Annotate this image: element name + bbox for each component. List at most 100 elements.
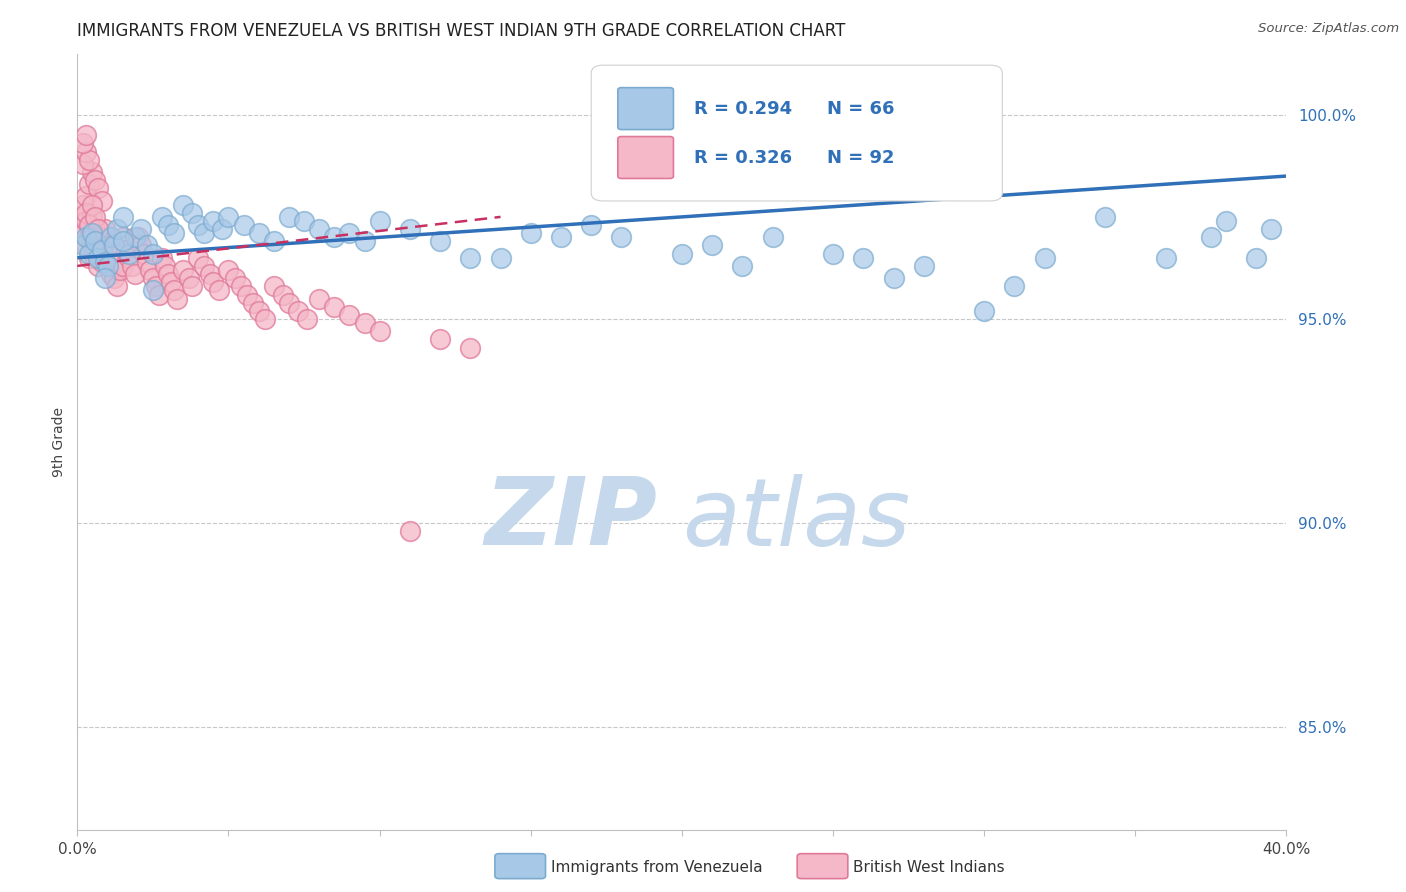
Point: [87, 235, 110, 249]
Point: [353, 316, 375, 330]
Point: [308, 222, 330, 236]
Point: [193, 226, 215, 240]
Point: [581, 218, 603, 232]
Point: [852, 251, 875, 265]
Point: [702, 238, 724, 252]
Point: [429, 235, 451, 249]
Point: [247, 226, 270, 240]
Point: [118, 251, 141, 265]
Point: [105, 279, 128, 293]
Point: [103, 246, 125, 260]
Point: [72, 238, 94, 252]
Text: R = 0.326: R = 0.326: [695, 148, 792, 167]
Point: [610, 230, 633, 244]
Point: [145, 279, 167, 293]
Point: [550, 230, 572, 244]
Text: R = 0.294: R = 0.294: [695, 100, 792, 118]
Point: [111, 210, 134, 224]
Point: [142, 284, 165, 298]
Point: [93, 255, 115, 269]
Point: [295, 312, 318, 326]
Point: [762, 230, 785, 244]
Point: [82, 238, 104, 252]
Point: [96, 230, 118, 244]
Point: [87, 251, 110, 265]
Text: atlas: atlas: [682, 474, 910, 565]
Point: [79, 153, 101, 167]
Point: [1004, 279, 1026, 293]
Point: [72, 157, 94, 171]
Point: [100, 238, 122, 252]
Point: [105, 222, 128, 236]
Point: [323, 300, 346, 314]
Point: [912, 259, 935, 273]
Point: [160, 275, 183, 289]
Point: [150, 210, 173, 224]
Point: [278, 210, 301, 224]
Point: [1260, 222, 1282, 236]
Point: [135, 238, 157, 252]
Point: [127, 230, 149, 244]
Point: [232, 218, 254, 232]
Point: [211, 222, 233, 236]
Point: [79, 251, 101, 265]
Point: [429, 333, 451, 347]
Point: [82, 226, 104, 240]
Point: [172, 263, 194, 277]
Point: [84, 210, 107, 224]
Text: N = 92: N = 92: [827, 148, 894, 167]
Point: [87, 181, 110, 195]
Point: [84, 243, 107, 257]
Point: [100, 230, 122, 244]
Point: [84, 251, 107, 265]
Point: [157, 218, 180, 232]
Point: [79, 246, 101, 260]
Point: [520, 226, 543, 240]
Point: [111, 230, 134, 244]
Point: [79, 178, 101, 192]
Point: [129, 222, 152, 236]
Point: [90, 255, 112, 269]
Point: [82, 230, 104, 244]
Point: [337, 226, 360, 240]
Point: [93, 271, 115, 285]
Point: [96, 259, 118, 273]
Point: [79, 218, 101, 232]
Point: [142, 246, 165, 260]
Point: [90, 230, 112, 244]
Point: [193, 259, 215, 273]
Point: [179, 271, 201, 285]
Point: [1154, 251, 1177, 265]
Point: [72, 226, 94, 240]
Point: [224, 271, 246, 285]
Point: [105, 255, 128, 269]
Point: [82, 165, 104, 179]
Point: [142, 271, 165, 285]
FancyBboxPatch shape: [617, 136, 673, 178]
Point: [172, 197, 194, 211]
Point: [79, 230, 101, 244]
Point: [118, 246, 141, 260]
Point: [135, 255, 157, 269]
Point: [82, 210, 104, 224]
Point: [263, 235, 285, 249]
Point: [200, 267, 222, 281]
Point: [75, 145, 97, 159]
Point: [163, 284, 186, 298]
Point: [187, 251, 209, 265]
Point: [337, 308, 360, 322]
Point: [218, 210, 240, 224]
Point: [90, 243, 112, 257]
Y-axis label: 9th Grade: 9th Grade: [52, 407, 66, 476]
Point: [148, 287, 170, 301]
Point: [153, 259, 176, 273]
Point: [108, 263, 131, 277]
Point: [75, 206, 97, 220]
Point: [103, 271, 125, 285]
Point: [69, 210, 91, 224]
Point: [72, 136, 94, 151]
Point: [181, 206, 204, 220]
Point: [114, 243, 136, 257]
Text: ZIP: ZIP: [485, 473, 658, 566]
Point: [399, 222, 422, 236]
